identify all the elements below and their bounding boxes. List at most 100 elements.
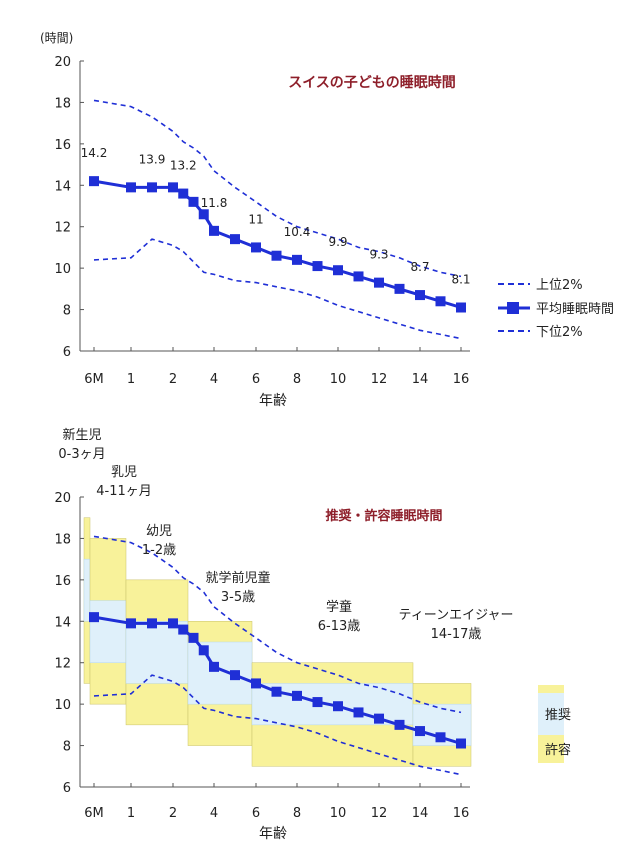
series-line-average: [93, 179, 462, 309]
band-recommended: [83, 558, 91, 622]
data-point-marker: [251, 242, 261, 253]
x-tick-label: 16: [453, 806, 470, 821]
x-tick-label: 12: [371, 372, 388, 387]
x-tick-label: 6M: [84, 806, 104, 821]
data-label: 13.9: [139, 152, 166, 166]
legend-avg-marker-swatch: [507, 302, 519, 314]
data-point-marker: [353, 271, 364, 282]
data-point-marker: [415, 290, 425, 301]
x-tick-label: 14: [412, 806, 429, 821]
y-tick-label: 14: [54, 615, 71, 630]
legend-acceptable-swatch: [538, 735, 564, 763]
data-point-marker: [415, 726, 425, 737]
x-tick-label: 16: [453, 372, 470, 387]
y-tick-label: 14: [54, 179, 71, 194]
data-label: 10.4: [284, 225, 311, 239]
group-newborn-label-1: 新生児: [62, 427, 101, 443]
data-point-marker: [333, 701, 343, 712]
y-tick-label: 20: [54, 55, 71, 70]
legend-avg-label: 平均睡眠時間: [536, 302, 614, 317]
data-point-marker: [147, 182, 157, 193]
y-tick-label: 12: [54, 221, 71, 236]
group-preschool-label-1: 就学前児童: [205, 570, 270, 586]
data-point-marker: [178, 624, 189, 635]
data-point-marker: [251, 678, 261, 689]
data-point-marker: [374, 713, 384, 724]
series-line-dashed: [93, 99, 462, 278]
y-tick-label: 8: [63, 304, 71, 319]
x-tick-label: 4: [210, 806, 218, 821]
data-point-marker: [168, 182, 178, 193]
data-point-marker: [312, 261, 323, 272]
group-school-label-2: 6-13歳: [318, 619, 361, 634]
data-point-marker: [456, 738, 466, 749]
top-legend: 上位2% 平均睡眠時間 下位2%: [498, 278, 614, 340]
data-point-marker: [312, 697, 323, 708]
data-point-marker: [374, 277, 384, 288]
data-point-marker: [188, 196, 199, 207]
data-point-marker: [198, 209, 209, 220]
data-label: 11: [248, 212, 263, 226]
top-y-unit: (時間): [40, 31, 73, 45]
legend-acceptable-label: 許容: [545, 742, 571, 758]
data-point-marker: [271, 686, 282, 697]
band-recommended: [187, 641, 253, 705]
data-point-marker: [89, 612, 99, 623]
group-infant-label-2: 4-11ヶ月: [96, 484, 152, 499]
series-line-dashed: [93, 535, 462, 714]
data-point-marker: [209, 225, 219, 236]
y-tick-label: 6: [63, 781, 71, 796]
x-tick-label: 10: [330, 372, 347, 387]
group-toddler-label-1: 幼児: [146, 524, 172, 539]
data-point-marker: [271, 250, 282, 261]
bottom-chart-title: 推奨・許容睡眠時間: [325, 508, 442, 524]
x-tick-label: 14: [412, 372, 429, 387]
data-point-marker: [394, 283, 405, 294]
data-label: 8.1: [451, 273, 470, 287]
data-point-marker: [394, 719, 405, 730]
group-toddler-label-2: 1-2歳: [142, 543, 176, 558]
y-tick-label: 8: [63, 740, 71, 755]
bottom-x-axis-label: 年齢: [259, 826, 287, 842]
data-label: 9.3: [369, 248, 388, 262]
y-tick-label: 18: [54, 96, 71, 111]
data-point-marker: [198, 645, 209, 656]
data-point-marker: [456, 302, 466, 313]
group-newborn-label-2: 0-3ヶ月: [58, 447, 105, 462]
data-label: 14.2: [81, 146, 108, 160]
data-point-marker: [89, 176, 99, 187]
x-tick-label: 10: [330, 806, 347, 821]
group-school-label-1: 学童: [326, 599, 352, 615]
group-infant-label-1: 乳児: [111, 465, 137, 480]
data-point-marker: [209, 661, 219, 672]
x-tick-label: 8: [293, 806, 301, 821]
data-point-marker: [147, 618, 157, 629]
data-point-marker: [292, 254, 302, 265]
bottom-series: [89, 535, 466, 776]
x-tick-label: 1: [127, 372, 135, 387]
data-point-marker: [126, 182, 136, 193]
data-point-marker: [178, 188, 189, 199]
legend-recommended-label: 推奨: [545, 708, 571, 723]
x-tick-label: 8: [293, 372, 301, 387]
data-label: 13.2: [170, 159, 197, 173]
data-point-marker: [168, 618, 178, 629]
data-label: 8.7: [410, 260, 429, 274]
data-point-marker: [353, 707, 364, 718]
top-x-axis-label: 年齢: [259, 393, 287, 409]
legend-upper-label: 上位2%: [536, 278, 583, 293]
y-tick-label: 16: [54, 574, 71, 589]
legend-recommended-top-edge: [538, 685, 564, 693]
x-tick-label: 6: [252, 806, 260, 821]
data-point-marker: [292, 690, 302, 701]
x-tick-label: 1: [127, 806, 135, 821]
series-line-dashed: [93, 238, 462, 340]
y-tick-label: 18: [54, 532, 71, 547]
data-label: 9.9: [328, 235, 347, 249]
x-tick-label: 12: [371, 806, 388, 821]
y-tick-label: 10: [54, 698, 71, 713]
